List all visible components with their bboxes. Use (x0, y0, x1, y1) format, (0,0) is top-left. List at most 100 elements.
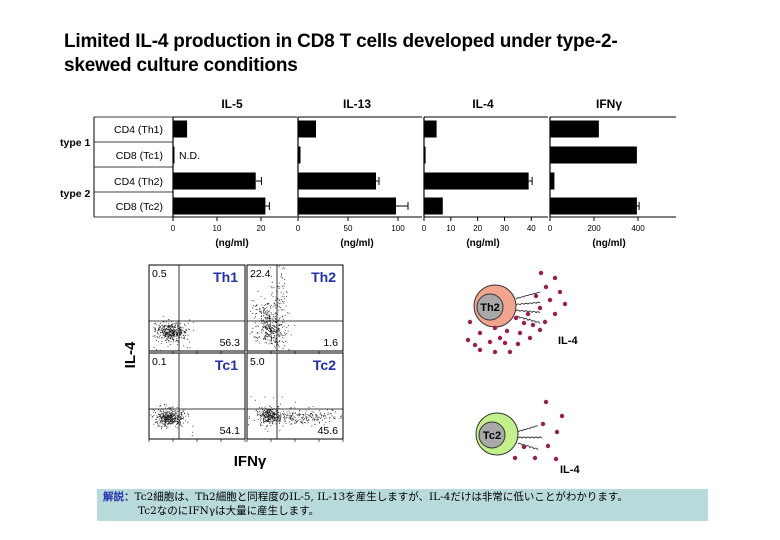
cytokine-dot (553, 456, 559, 462)
x-tick-label: 10 (446, 224, 455, 233)
secretion-squiggle (515, 291, 541, 300)
bar (550, 146, 637, 164)
x-tick-label: 200 (587, 224, 601, 233)
cytokine-dot (554, 429, 560, 435)
cytokine-dot (537, 327, 543, 333)
cytokine-dot (559, 413, 565, 419)
panel-title: IL-13 (343, 97, 371, 111)
slide-title: Limited IL-4 production in CD8 T cells d… (64, 30, 744, 78)
x-tick-label: 100 (391, 224, 405, 233)
cytokine-dot (543, 399, 549, 405)
flow-plot: 5.0 45.6 (246, 352, 344, 442)
quadrant-percent: 45.6 (318, 425, 339, 437)
cytokine-dot (492, 349, 498, 355)
cytokine-dot (497, 335, 503, 341)
x-tick-label: 20 (257, 224, 266, 233)
x-tick-label: 0 (422, 224, 427, 233)
cytokine-dot (467, 319, 473, 325)
cytokine-dot (504, 328, 510, 334)
cytokine-dot (525, 311, 531, 317)
cytokine-dot (487, 339, 493, 345)
secretion-squiggle (517, 436, 543, 439)
bar (298, 197, 396, 215)
secretion-squiggle (515, 315, 541, 324)
bar (424, 146, 426, 164)
cytokine-dot (502, 340, 508, 346)
x-tick-label: 400 (631, 224, 645, 233)
explanation-box: 解説：Tc2細胞は、Th2細胞と同程度のIL-5, IL-13を産生しますが、I… (97, 489, 708, 521)
cell-nucleus (478, 421, 506, 449)
cell-th2: Th2 IL-4 (465, 270, 578, 355)
cytokine-dot (562, 301, 568, 307)
cytokine-dot (515, 341, 521, 347)
bar (173, 146, 175, 164)
bar (424, 197, 443, 215)
bar (424, 172, 529, 190)
cytokine-dot (532, 455, 538, 461)
cytokine-label: IL-4 (560, 464, 580, 476)
flow-plot: 22.4 1.6 (246, 264, 344, 354)
flow-plot: 0.5 56.3 (148, 264, 246, 354)
bar (424, 120, 437, 138)
cytokine-dot (543, 284, 549, 290)
x-tick-label: 0 (296, 224, 301, 233)
population-label: Th2 (311, 269, 336, 285)
flow-plot: 0.1 54.1 (148, 352, 246, 442)
cytokine-dot (513, 315, 519, 321)
bar (298, 146, 301, 164)
cytokine-dot (527, 335, 533, 341)
cytokine-dot (512, 455, 518, 461)
quadrant-percent: 56.3 (220, 337, 241, 349)
category-label: CD4 (Th1) (114, 124, 163, 136)
bar (173, 120, 188, 138)
quadrant-percent: 1.6 (323, 337, 338, 349)
bar (550, 120, 599, 138)
panel-title: IFNγ (596, 97, 622, 111)
bar (173, 172, 256, 190)
x-tick-label: 40 (527, 224, 536, 233)
cytokine-dot (530, 322, 536, 328)
cytokine-dot (465, 337, 471, 343)
cytokine-dot (545, 443, 551, 449)
unit-label: (ng/ml) (215, 238, 248, 249)
cytokine-dot (472, 342, 478, 348)
secretion-squiggle (517, 425, 539, 433)
cell-tc2: Tc2 IL-4 (475, 399, 580, 476)
unit-label: (ng/ml) (592, 238, 625, 249)
x-tick-label: 0 (171, 224, 176, 233)
x-tick-label: 30 (500, 224, 509, 233)
cell-label: Tc2 (483, 430, 501, 442)
cytokine-dot (547, 297, 553, 303)
population-label: Tc2 (313, 357, 336, 373)
cell-nucleus (476, 293, 504, 321)
bar (550, 197, 637, 215)
cytokine-dot (538, 270, 544, 276)
cell-label: Th2 (480, 302, 500, 314)
cytokine-dot (537, 305, 543, 311)
group-label: type 2 (60, 188, 91, 200)
category-label: CD8 (Tc2) (116, 201, 163, 213)
explanation-label: 解説： (103, 491, 135, 503)
cytokine-dot (477, 347, 483, 353)
category-label: CD8 (Tc1) (116, 150, 163, 162)
bar (173, 197, 266, 215)
unit-label: (ng/ml) (466, 238, 499, 249)
x-tick-label: 10 (213, 224, 222, 233)
x-tick-label: 0 (548, 224, 553, 233)
group-label: type 1 (60, 137, 91, 149)
bar (550, 172, 555, 190)
event-dots (248, 396, 342, 432)
bar (298, 120, 316, 138)
secretion-squiggle (515, 301, 541, 306)
title-line-2: skewed culture conditions (64, 55, 298, 76)
quadrant-percent: 0.5 (152, 268, 167, 280)
y-axis-label: IL-4 (122, 341, 139, 368)
quadrant-percent: 0.1 (152, 356, 167, 368)
quadrant-percent: 5.0 (250, 356, 265, 368)
category-label: CD4 (Th2) (114, 176, 163, 188)
secretion-squiggle (517, 442, 539, 451)
cytokine-dot (542, 319, 548, 325)
